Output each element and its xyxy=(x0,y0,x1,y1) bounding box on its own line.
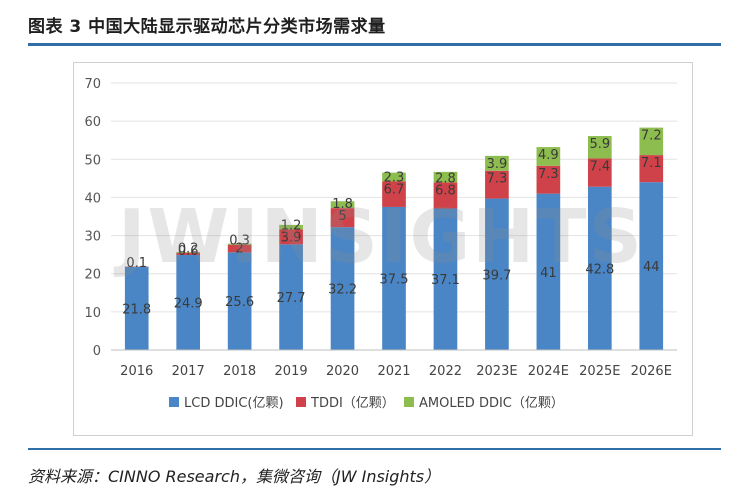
data-label: 0.2 xyxy=(178,242,199,257)
y-tick-label: 50 xyxy=(84,153,101,168)
bar-segment xyxy=(382,172,406,182)
stacked-bar-chart: 21.80.124.90.60.225.620.327.73.91.232.25… xyxy=(84,77,677,411)
source-note: 资料来源：CINNO Research，集微咨询（JW Insights） xyxy=(28,467,441,486)
x-tick-label: 2024E xyxy=(528,364,569,379)
data-label: 42.8 xyxy=(585,262,614,277)
data-label: 4.9 xyxy=(538,148,559,163)
legend-swatch xyxy=(404,397,414,407)
figure-title: 图表 3 中国大陆显示驱动芯片分类市场需求量 xyxy=(28,17,386,37)
data-label: 6.8 xyxy=(435,184,456,199)
data-label: 39.7 xyxy=(482,268,511,283)
bar-segment xyxy=(330,201,355,209)
bar-segment xyxy=(382,181,406,207)
x-tick-label: 2023E xyxy=(476,364,517,379)
chart-frame: 21.8 0.1 24.9 0.6 0.2 25.6 2 0.3 27.7 3.9 1.2 32.2 5… xyxy=(73,62,693,436)
bar-segment xyxy=(279,224,303,230)
data-label: 24.9 xyxy=(174,297,203,312)
bar-segment xyxy=(433,171,458,183)
bar-segment xyxy=(227,252,252,350)
bar-segment xyxy=(279,244,303,350)
legend: LCD DDIC(亿颗) TDDI（亿颗） AMOLED DDIC（亿颗） xyxy=(169,396,564,411)
data-label: 32.2 xyxy=(328,283,357,298)
bar-segment xyxy=(536,193,561,350)
data-labels: 21.80.124.90.60.225.620.327.73.91.232.25… xyxy=(122,129,661,318)
x-tick-label: 2025E xyxy=(579,364,620,379)
x-tick-label: 2017 xyxy=(172,364,205,379)
data-label: 1.2 xyxy=(281,218,302,233)
data-label: 7.3 xyxy=(487,172,508,187)
data-label: 5 xyxy=(338,209,346,224)
data-label: 7.3 xyxy=(538,167,559,182)
y-tick-label: 10 xyxy=(84,306,101,321)
y-tick-label: 30 xyxy=(84,230,101,245)
bar-segment xyxy=(587,158,612,187)
bar-segment xyxy=(639,127,664,156)
data-label: 2.3 xyxy=(384,170,405,185)
bar-segment xyxy=(433,182,458,209)
x-tick-label: 2020 xyxy=(326,364,359,379)
bar-segment xyxy=(227,244,252,253)
data-label: 37.1 xyxy=(431,273,460,288)
bar-segment xyxy=(176,252,201,256)
x-tick-label: 2021 xyxy=(377,364,410,379)
bar-segment xyxy=(176,255,201,350)
data-label: 0.3 xyxy=(229,234,250,249)
data-label: 2 xyxy=(235,241,243,256)
x-tick-label: 2018 xyxy=(223,364,256,379)
data-label: 0.6 xyxy=(178,244,199,259)
x-tick-label: 2019 xyxy=(275,364,308,379)
legend-swatch xyxy=(296,397,306,407)
legend-swatch xyxy=(169,397,179,407)
top-divider xyxy=(28,43,721,46)
bar-segment xyxy=(639,182,664,350)
legend-label: AMOLED DDIC（亿颗） xyxy=(419,396,564,411)
bars xyxy=(124,127,664,350)
data-label: 6.7 xyxy=(384,182,405,197)
data-label: 44 xyxy=(643,260,660,275)
data-label: 7.1 xyxy=(641,156,662,171)
y-tick-label: 20 xyxy=(84,268,101,283)
bar-segment xyxy=(639,155,664,183)
bar-segment xyxy=(485,155,509,171)
data-label: 27.7 xyxy=(277,291,306,306)
data-label: 2.8 xyxy=(435,172,456,187)
data-label: 3.9 xyxy=(281,230,302,245)
data-label: 7.2 xyxy=(641,129,662,144)
bar-segment xyxy=(124,266,149,350)
x-tick-label: 2022 xyxy=(429,364,462,379)
bar-segment xyxy=(433,208,458,350)
bar-segment xyxy=(330,208,355,228)
bar-segment xyxy=(587,136,612,159)
bar-segment xyxy=(382,206,406,350)
data-label: 25.6 xyxy=(225,295,254,310)
x-tick-label: 2026E xyxy=(631,364,672,379)
bar-segment xyxy=(176,251,201,253)
data-label: 41 xyxy=(540,266,557,281)
bottom-divider xyxy=(28,448,721,450)
bar-segment xyxy=(587,186,612,350)
bar-segment xyxy=(227,243,252,245)
data-label: 3.9 xyxy=(487,157,508,172)
y-tick-label: 60 xyxy=(84,115,101,130)
y-tick-label: 40 xyxy=(84,191,101,206)
bar-segment xyxy=(330,227,355,350)
data-label: 21.8 xyxy=(122,302,151,317)
x-tick-label: 2016 xyxy=(120,364,153,379)
data-label: 0.1 xyxy=(126,256,147,271)
data-label: 1.8 xyxy=(332,197,353,212)
axes: 0 10 20 30 40 50 60 70 2016 2017 2018 2019 2020 2021 2… xyxy=(84,77,677,379)
legend-label: LCD DDIC(亿颗) xyxy=(184,396,284,411)
bar-segment xyxy=(536,165,561,194)
bar-segment xyxy=(279,229,303,245)
y-tick-label: 70 xyxy=(84,77,101,92)
bar-segment xyxy=(485,170,509,199)
bar-segment xyxy=(536,147,561,166)
data-label: 7.4 xyxy=(589,160,610,175)
data-label: 37.5 xyxy=(380,272,409,287)
data-label: 5.9 xyxy=(589,137,610,152)
bar-segment xyxy=(485,198,509,350)
y-tick-label: 0 xyxy=(93,344,101,359)
legend-label: TDDI（亿颗） xyxy=(310,396,395,411)
